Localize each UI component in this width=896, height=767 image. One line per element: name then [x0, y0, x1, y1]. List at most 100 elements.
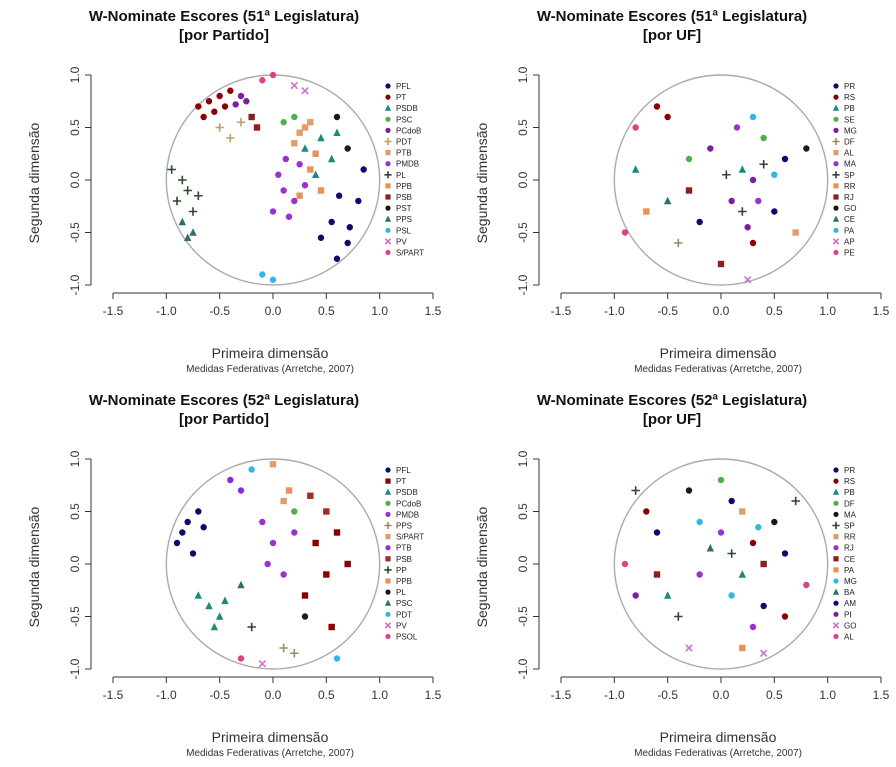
x-tick-label: 0.5 [766, 304, 783, 318]
data-point [782, 156, 788, 162]
x-tick-label: -1.5 [551, 688, 572, 702]
data-point [696, 519, 702, 525]
legend-label: PA [844, 226, 855, 235]
scatter-plot: -1.5 -1.0 -0.5 0.0 0.5 1.0 1.5 -1.0 -0.5 0.0 0.5 1.… [448, 384, 896, 767]
legend-label: AL [844, 633, 854, 642]
legend-marker [833, 95, 838, 100]
x-tick-label: 0.0 [265, 304, 282, 318]
legend-marker [833, 467, 838, 472]
data-point [791, 497, 799, 505]
legend-marker [385, 467, 390, 472]
data-point [286, 487, 292, 493]
legend-label: PSB [396, 193, 412, 202]
data-point [296, 161, 302, 167]
data-point [759, 160, 767, 168]
legend-marker [833, 150, 838, 155]
legend-label: PDT [396, 610, 412, 619]
data-point [323, 571, 329, 577]
legend-marker [833, 556, 838, 561]
y-tick-label: 0.5 [68, 119, 82, 136]
data-point [722, 171, 730, 179]
data-point [654, 529, 660, 535]
data-point [643, 508, 649, 514]
legend-marker [832, 522, 839, 529]
legend-marker [385, 150, 390, 155]
data-point [312, 151, 318, 157]
chart-panel-52-uf: W-Nominate Escores (52ª Legislatura) [po… [448, 384, 896, 767]
legend-label: SP [844, 171, 855, 180]
x-tick-label: 1.0 [819, 688, 836, 702]
data-point [291, 82, 297, 88]
data-point [195, 591, 202, 598]
legend-label: RS [844, 477, 855, 486]
legend-marker [384, 138, 391, 145]
data-point [291, 114, 297, 120]
legend-label: DF [844, 138, 855, 147]
data-point [803, 145, 809, 151]
legend-label: S/PART [396, 533, 424, 542]
legend-marker [385, 194, 390, 199]
legend-marker [385, 545, 390, 550]
legend-marker [385, 489, 391, 495]
y-tick-label: 0.5 [68, 503, 82, 520]
data-point [179, 529, 185, 535]
legend-marker [833, 239, 838, 244]
legend-label: MA [844, 160, 857, 169]
data-point [707, 544, 714, 551]
x-tick-label: 1.0 [371, 304, 388, 318]
x-tick-label: -1.5 [103, 688, 124, 702]
legend-marker [385, 206, 390, 211]
legend-label: PV [396, 237, 407, 246]
data-point [686, 645, 692, 651]
x-tick-label: -0.5 [209, 304, 230, 318]
legend-label: PTB [396, 149, 412, 158]
y-tick-label: -0.5 [516, 222, 530, 243]
y-tick-label: -0.5 [68, 606, 82, 627]
data-point [347, 224, 353, 230]
data-point [227, 88, 233, 94]
source-note: Medidas Federativas (Arretche, 2007) [568, 748, 868, 759]
data-point [728, 198, 734, 204]
legend-marker [385, 128, 390, 133]
data-point [792, 229, 798, 235]
data-point [727, 549, 735, 557]
x-tick-label: 0.0 [265, 688, 282, 702]
data-point [328, 155, 335, 162]
legend-label: BA [844, 588, 855, 597]
x-tick-label: 1.5 [425, 688, 442, 702]
data-point [664, 197, 671, 204]
data-point [270, 540, 276, 546]
legend-label: CE [844, 215, 855, 224]
legend-label: PV [396, 621, 407, 630]
data-point [291, 140, 297, 146]
legend-marker [384, 566, 391, 573]
legend-label: PI [844, 610, 852, 619]
legend-marker [833, 634, 838, 639]
legend-marker [385, 600, 391, 606]
legend-label: PTB [396, 544, 412, 553]
legend-marker [833, 128, 838, 133]
data-point [280, 571, 286, 577]
data-point [728, 592, 734, 598]
data-point [760, 561, 766, 567]
data-point [744, 224, 750, 230]
legend-marker [833, 194, 838, 199]
data-point [283, 156, 289, 162]
data-point [696, 571, 702, 577]
legend-marker [833, 105, 839, 111]
legend-label: PSC [396, 115, 413, 124]
legend-marker [833, 83, 838, 88]
data-point [243, 98, 249, 104]
data-point [344, 240, 350, 246]
data-point [183, 186, 191, 194]
data-point [718, 529, 724, 535]
data-point [296, 193, 302, 199]
legend-label: AP [844, 237, 855, 246]
data-point [771, 172, 777, 178]
legend-marker [833, 589, 839, 595]
data-point [307, 119, 313, 125]
legend-marker [833, 612, 838, 617]
data-point [226, 134, 234, 142]
chart-panel-51-partido: W-Nominate Escores (51ª Legislatura) [po… [0, 0, 448, 383]
data-point [280, 498, 286, 504]
